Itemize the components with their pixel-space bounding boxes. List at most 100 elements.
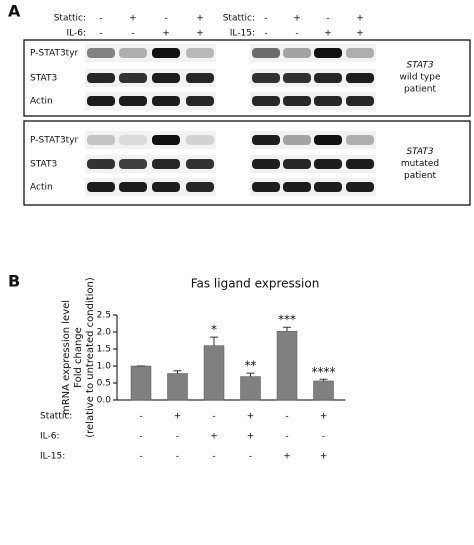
row-label: Actin <box>30 183 53 193</box>
row-label: STAT3 <box>30 74 57 84</box>
condition-sign: + <box>129 14 137 24</box>
band <box>346 73 374 83</box>
condition-sign: - <box>295 29 298 39</box>
band <box>87 73 115 83</box>
band <box>346 96 374 106</box>
condition-label: IL-6: <box>66 29 86 39</box>
band <box>314 182 342 192</box>
blot-box <box>23 120 471 206</box>
band <box>314 159 342 169</box>
condition-sign: + <box>356 29 364 39</box>
condition-label: IL-15: <box>230 29 255 39</box>
group-description: patient <box>404 85 436 95</box>
condition-sign: - <box>99 14 102 24</box>
band <box>119 135 147 145</box>
significance: ** <box>245 359 257 373</box>
condition-sign: - <box>131 29 134 39</box>
treatment-sign: - <box>212 412 215 422</box>
treatment-sign: - <box>285 412 288 422</box>
blot-box <box>23 39 471 117</box>
condition-label: Stattic: <box>223 14 255 24</box>
y-tick-label: 0.0 <box>97 396 112 406</box>
band <box>283 48 311 58</box>
y-tick-label: 0.5 <box>97 379 111 389</box>
y-tick-label: 2.0 <box>97 328 112 338</box>
blot-strip <box>85 92 216 110</box>
blot-strip <box>250 131 376 149</box>
treatment-sign: - <box>139 432 142 442</box>
band <box>87 182 115 192</box>
band <box>252 159 280 169</box>
y-tick-label: 1.0 <box>97 362 112 372</box>
blot-strip <box>250 92 376 110</box>
significance: *** <box>278 313 296 327</box>
band <box>186 73 214 83</box>
blot-strip <box>85 131 216 149</box>
band <box>87 96 115 106</box>
band <box>283 96 311 106</box>
group-description: mutated <box>401 159 439 169</box>
condition-sign: - <box>264 14 267 24</box>
treatment-label: Stattic: <box>40 412 72 422</box>
condition-sign: - <box>99 29 102 39</box>
bar <box>130 365 152 401</box>
condition-sign: + <box>356 14 364 24</box>
band <box>252 135 280 145</box>
band <box>119 73 147 83</box>
treatment-sign: - <box>139 412 142 422</box>
treatment-sign: - <box>285 432 288 442</box>
band <box>119 182 147 192</box>
band <box>252 48 280 58</box>
blot-strip <box>250 69 376 87</box>
treatment-label: IL-6: <box>40 432 60 442</box>
chart-title: Fas ligand expression <box>191 277 320 291</box>
treatment-sign: - <box>322 432 325 442</box>
panel-label: B <box>8 272 20 291</box>
band <box>283 135 311 145</box>
condition-sign: + <box>196 29 204 39</box>
band <box>152 182 180 192</box>
band <box>186 159 214 169</box>
blot-strip <box>85 44 216 62</box>
y-axis-label: mRNA expression level <box>61 300 72 415</box>
band <box>119 159 147 169</box>
band <box>314 135 342 145</box>
bar <box>313 380 334 401</box>
band <box>152 48 180 58</box>
condition-sign: + <box>293 14 301 24</box>
condition-sign: - <box>264 29 267 39</box>
condition-sign: + <box>196 14 204 24</box>
band <box>252 182 280 192</box>
treatment-sign: + <box>210 432 218 442</box>
group-description: patient <box>404 171 436 181</box>
gene-name: STAT3 <box>406 61 433 71</box>
blot-strip <box>85 155 216 173</box>
y-axis-label: Fold change <box>73 327 84 388</box>
y-axis-label: (relative to untreated condition) <box>85 277 96 438</box>
row-label: Actin <box>30 97 53 107</box>
treatment-sign: + <box>247 432 255 442</box>
band <box>186 96 214 106</box>
treatment-sign: + <box>174 412 182 422</box>
band <box>152 159 180 169</box>
y-tick-label: 2.5 <box>97 311 111 321</box>
gene-name: STAT3 <box>406 147 433 157</box>
band <box>119 96 147 106</box>
blot-strip <box>85 69 216 87</box>
band <box>87 159 115 169</box>
band <box>152 135 180 145</box>
significance: * <box>211 323 217 337</box>
band <box>314 73 342 83</box>
band <box>283 182 311 192</box>
treatment-sign: + <box>247 412 255 422</box>
condition-label: Stattic: <box>54 14 86 24</box>
condition-sign: + <box>324 29 332 39</box>
band <box>87 135 115 145</box>
blot-strip <box>250 178 376 196</box>
band <box>346 135 374 145</box>
band <box>87 48 115 58</box>
row-label: STAT3 <box>30 160 57 170</box>
treatment-sign: - <box>249 452 252 462</box>
band <box>314 96 342 106</box>
band <box>152 96 180 106</box>
